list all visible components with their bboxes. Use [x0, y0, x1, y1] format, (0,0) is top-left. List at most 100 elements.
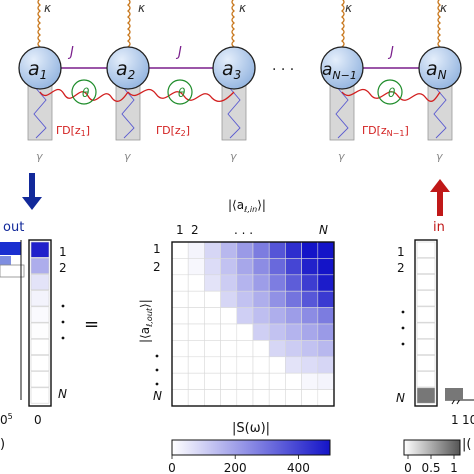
matrix-cell [204, 323, 221, 341]
matrix-cell [301, 241, 319, 259]
matrix-cell [285, 340, 302, 358]
matrix-cell [220, 356, 238, 374]
equals-sign: = [84, 314, 99, 335]
matrix-cell [285, 290, 302, 308]
matrix-cell [220, 258, 238, 276]
gamma-label-5: γ [436, 150, 443, 163]
kappa-wave-3 [231, 0, 236, 48]
input-vector-cell [416, 355, 436, 372]
matrix-cell [301, 340, 319, 358]
waveguides [27, 79, 453, 141]
output-vector-cell [30, 371, 50, 388]
matrix-cell [268, 340, 286, 358]
kappa-label-1: κ [44, 1, 52, 15]
matrix-cell [317, 290, 335, 308]
matrix-cell [268, 323, 286, 341]
matrix-cell [171, 340, 189, 358]
matrix-cell [204, 372, 221, 390]
matrix-cell [268, 356, 286, 374]
matrix-cell [252, 356, 270, 374]
matrix-cell [204, 356, 221, 374]
right-axis-fragment-10: 10 [462, 413, 474, 427]
matrix-cell [220, 323, 238, 341]
matrix-cell [171, 307, 189, 325]
matrix-cell [301, 323, 319, 341]
right-row-dots [401, 310, 405, 346]
matrix-cell [204, 389, 221, 407]
hopping-label-3: J [387, 45, 394, 60]
matrix-cell [252, 340, 270, 358]
matrix-cell [252, 389, 270, 407]
matrix-cell [187, 340, 205, 358]
gamma-label-3: γ [230, 150, 237, 163]
out-label: out [3, 220, 24, 235]
matrix-cell [252, 290, 270, 308]
matrix-cell [187, 274, 205, 292]
left-row-N: N [58, 387, 67, 401]
colorbar-gray-tick-0.5: 0.5 [421, 461, 440, 474]
matrix-cell [171, 274, 189, 292]
dissipator-label-3: ΓD[zN−1] [362, 124, 409, 138]
matrix-cell [252, 307, 270, 325]
matrix-cell [220, 274, 238, 292]
matrix-cell [285, 389, 302, 407]
phase-loops [71, 79, 403, 105]
matrix-cell [301, 290, 319, 308]
input-histogram-bar [445, 388, 463, 400]
right-row-1: 1 [397, 245, 405, 259]
left-row-dots [61, 304, 65, 340]
input-vector [414, 239, 438, 407]
matrix-cell [285, 241, 302, 259]
top-index-2: 2 [191, 223, 199, 237]
kappa-wave-4 [340, 0, 345, 48]
matrix-cell [171, 389, 189, 407]
output-vector-cell [30, 338, 50, 355]
gamma-label-4: γ [338, 150, 345, 163]
matrix-cell [204, 258, 221, 276]
matrix-cell [252, 258, 270, 276]
input-vector-cell [416, 241, 436, 258]
row-index-N: N [153, 389, 162, 403]
matrix-cell [317, 389, 335, 407]
mode-a1 [18, 46, 62, 90]
matrix-cell [317, 274, 335, 292]
matrix-cell [301, 307, 319, 325]
matrix-cell [285, 258, 302, 276]
input-vector-cell [416, 322, 436, 339]
mode-aN-1 [320, 46, 364, 90]
left-axis-zero: 0 [34, 413, 42, 427]
right-axis-fragment-1: 1 [451, 413, 459, 427]
matrix-cell [220, 241, 238, 259]
output-vector-cell [30, 274, 50, 291]
kappa-decay-waves [37, 0, 442, 48]
matrix-cell [187, 356, 205, 374]
matrix-cell [317, 241, 335, 259]
input-vector-cell [416, 257, 436, 274]
matrix-cell [187, 258, 205, 276]
matrix-cell [252, 241, 270, 259]
matrix-cell [268, 372, 286, 390]
matrix-cell [252, 323, 270, 341]
matrix-cell [236, 241, 254, 259]
matrix-cell [236, 389, 254, 407]
output-vector-cell [30, 290, 50, 307]
matrix-cell [204, 274, 221, 292]
matrix-cell [301, 274, 319, 292]
matrix-cell [171, 356, 189, 374]
matrix-cell [236, 274, 254, 292]
matrix-cell [317, 258, 335, 276]
in-arrow [430, 179, 450, 216]
output-histogram [0, 240, 25, 400]
output-vector [28, 239, 52, 407]
gamma-label-2: γ [124, 150, 131, 163]
mode-a3 [212, 46, 256, 90]
kappa-wave-2 [126, 0, 131, 48]
mode-a2 [106, 46, 150, 90]
row-header: |⟨aℓ,out⟩| [138, 299, 154, 343]
chain-ellipsis: · · · [272, 62, 294, 78]
matrix-cell [171, 372, 189, 390]
matrix-cell [220, 372, 238, 390]
gamma-label-1: γ [36, 150, 43, 163]
phase-label-2: θ [178, 86, 186, 100]
colorbar-s-tick-labels: 0 200 400 [168, 461, 310, 474]
